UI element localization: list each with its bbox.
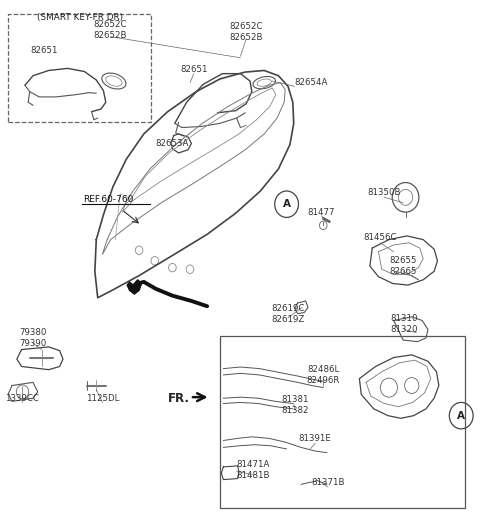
Bar [8, 14, 151, 122]
Text: 1339CC: 1339CC [5, 394, 38, 403]
Text: 82655
82665: 82655 82665 [389, 256, 417, 276]
Polygon shape [127, 280, 142, 294]
Text: 82654A: 82654A [295, 78, 328, 87]
Text: A: A [457, 411, 465, 421]
Text: 81381
81382: 81381 81382 [281, 395, 309, 415]
Text: A: A [283, 199, 290, 209]
Text: 82619C
82619Z: 82619C 82619Z [271, 304, 305, 324]
Text: 81477: 81477 [308, 208, 335, 217]
Text: 82653A: 82653A [156, 139, 189, 148]
Text: (SMART KEY-FR DR): (SMART KEY-FR DR) [36, 13, 123, 22]
Text: 81391E: 81391E [299, 434, 332, 443]
Text: FR.: FR. [168, 392, 190, 405]
Text: 81471A
81481B: 81471A 81481B [237, 460, 270, 480]
Text: 82486L
82496R: 82486L 82496R [307, 365, 340, 385]
Text: 82652C
82652B: 82652C 82652B [229, 22, 263, 42]
Text: 79380
79390: 79380 79390 [19, 328, 47, 348]
Bar [220, 337, 465, 508]
Text: 82651: 82651 [30, 47, 58, 56]
Text: 1125DL: 1125DL [86, 394, 119, 403]
Text: 82651: 82651 [180, 65, 207, 74]
Text: 81456C: 81456C [363, 233, 397, 242]
Text: 82652C
82652B: 82652C 82652B [94, 20, 127, 40]
Text: REF.60-760: REF.60-760 [84, 195, 134, 204]
Text: 81310
81320: 81310 81320 [390, 314, 418, 334]
Text: 81350B: 81350B [367, 188, 401, 197]
Text: 81371B: 81371B [311, 478, 345, 487]
